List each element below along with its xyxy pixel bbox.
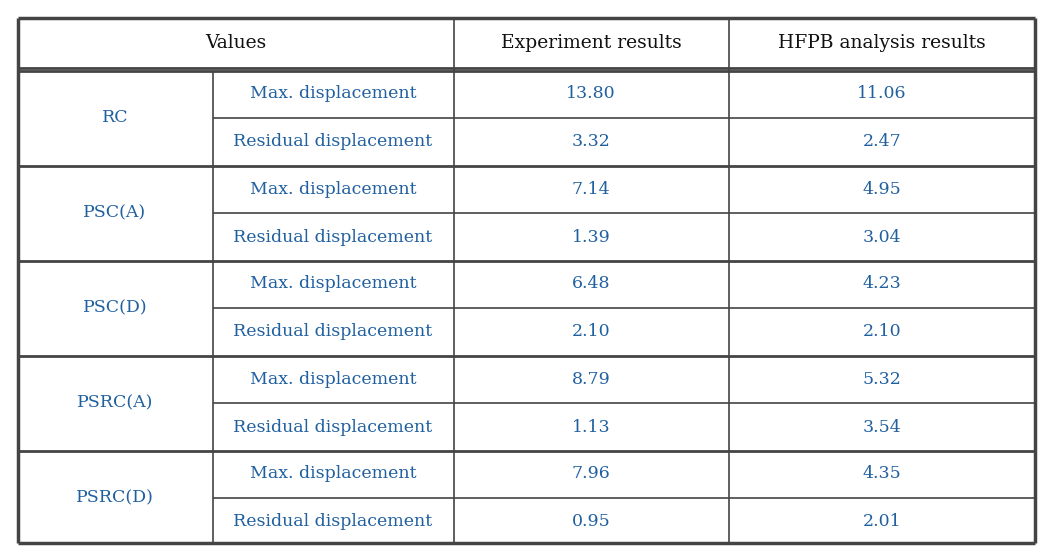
Text: PSC(A): PSC(A) [83, 205, 146, 221]
Text: 13.80: 13.80 [566, 86, 616, 102]
Text: Residual displacement: Residual displacement [233, 134, 433, 150]
Text: 7.96: 7.96 [572, 466, 611, 482]
Text: 7.14: 7.14 [572, 181, 611, 197]
Text: Residual displacement: Residual displacement [233, 419, 433, 435]
Text: 2.01: 2.01 [863, 514, 902, 530]
Text: 2.47: 2.47 [863, 134, 902, 150]
Text: 2.10: 2.10 [572, 324, 611, 340]
Text: PSC(D): PSC(D) [83, 300, 147, 316]
Text: Max. displacement: Max. displacement [250, 181, 416, 197]
Text: Residual displacement: Residual displacement [233, 324, 433, 340]
Text: Max. displacement: Max. displacement [250, 276, 416, 292]
Text: 1.13: 1.13 [572, 419, 611, 435]
Text: 4.35: 4.35 [863, 466, 902, 482]
Text: 1.39: 1.39 [572, 229, 611, 245]
Text: 4.23: 4.23 [863, 276, 902, 292]
Text: 3.54: 3.54 [863, 419, 902, 435]
Text: 0.95: 0.95 [572, 514, 611, 530]
Text: 11.06: 11.06 [858, 86, 907, 102]
Text: 8.79: 8.79 [572, 371, 611, 387]
Text: 5.32: 5.32 [863, 371, 902, 387]
Text: PSRC(D): PSRC(D) [76, 490, 153, 506]
Text: 3.04: 3.04 [863, 229, 902, 245]
Text: RC: RC [102, 110, 128, 126]
Text: 4.95: 4.95 [863, 181, 902, 197]
Text: Max. displacement: Max. displacement [250, 371, 416, 387]
Text: HFPB analysis results: HFPB analysis results [778, 34, 986, 52]
Text: Experiment results: Experiment results [500, 34, 681, 52]
Text: Residual displacement: Residual displacement [233, 514, 433, 530]
Text: Max. displacement: Max. displacement [250, 86, 416, 102]
Text: PSRC(A): PSRC(A) [77, 395, 153, 411]
Text: 2.10: 2.10 [863, 324, 902, 340]
Text: Residual displacement: Residual displacement [233, 229, 433, 245]
Text: Values: Values [205, 34, 267, 52]
Text: 6.48: 6.48 [572, 276, 611, 292]
Text: 3.32: 3.32 [572, 134, 611, 150]
Text: Max. displacement: Max. displacement [250, 466, 416, 482]
